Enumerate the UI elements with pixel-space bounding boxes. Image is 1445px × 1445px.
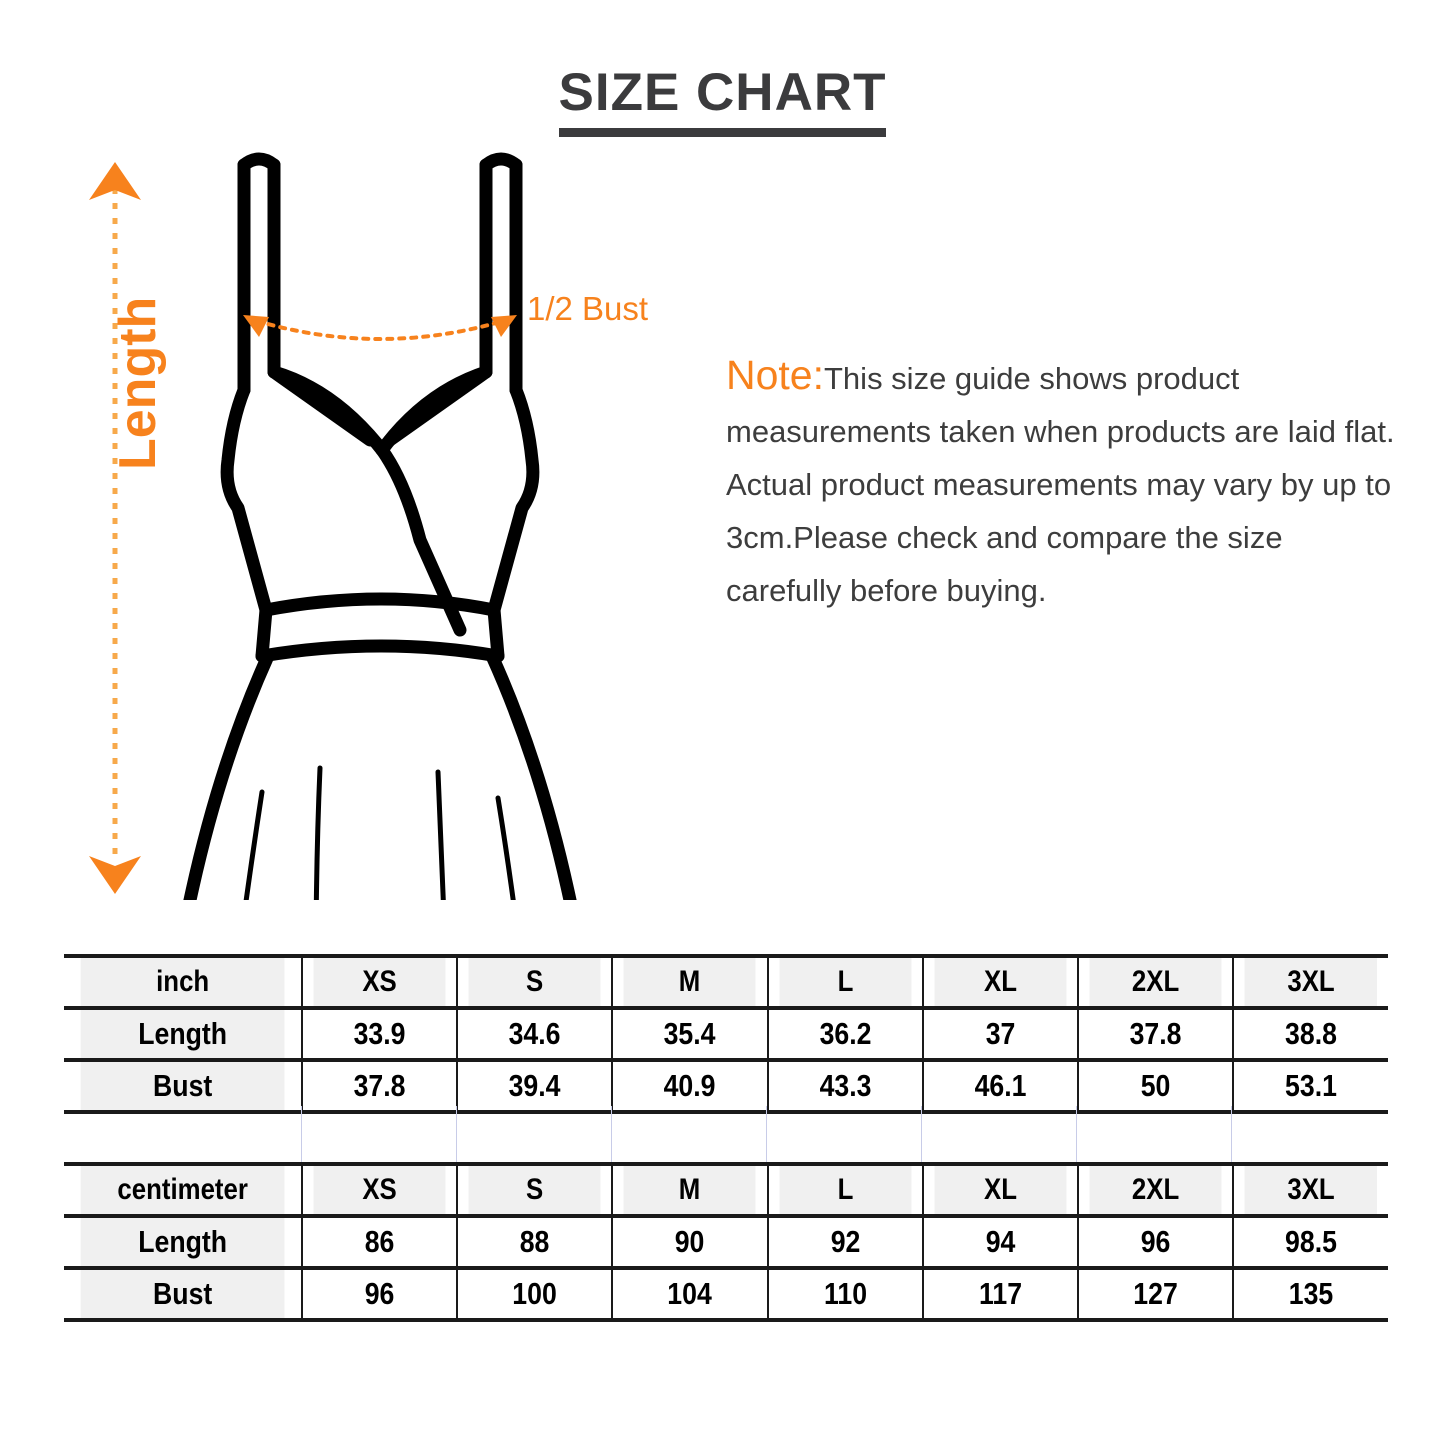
cell-cm-bust-l: 110 <box>777 1266 913 1322</box>
cell-inch-length-3xl: 38.8 <box>1242 1006 1378 1062</box>
row-label-bust: Bust <box>80 1266 287 1322</box>
note-body-text: This size guide shows product measuremen… <box>726 361 1395 608</box>
cell-inch-length-xs: 33.9 <box>312 1006 448 1062</box>
spacer-cell <box>922 1106 1077 1162</box>
table-row: Length 33.9 34.6 35.4 36.2 37 37.8 38.8 <box>64 1006 1388 1062</box>
table-header-row: centimeter XS S M L XL 2XL 3XL <box>64 1162 1388 1218</box>
size-header-m: M <box>622 1162 758 1218</box>
cell-inch-length-s: 34.6 <box>467 1006 603 1062</box>
size-header-s: S <box>467 1162 603 1218</box>
cell-cm-length-xs: 86 <box>312 1214 448 1270</box>
size-header-2xl: 2XL <box>1087 954 1223 1010</box>
cell-inch-bust-l: 43.3 <box>777 1058 913 1114</box>
unit-label-inch: inch <box>80 954 287 1010</box>
spacer-cell <box>767 1106 922 1162</box>
cell-inch-bust-m: 40.9 <box>622 1058 758 1114</box>
cell-cm-bust-3xl: 135 <box>1242 1266 1378 1322</box>
table-header-row: inch XS S M L XL 2XL 3XL <box>64 954 1388 1010</box>
note-paragraph: Note:This size guide shows product measu… <box>726 349 1396 617</box>
cell-cm-bust-s: 100 <box>467 1266 603 1322</box>
cell-cm-length-xl: 94 <box>932 1214 1068 1270</box>
size-table-inch: inch XS S M L XL 2XL 3XL Length 33.9 34.… <box>64 954 1388 1114</box>
size-header-2xl: 2XL <box>1087 1162 1223 1218</box>
cell-inch-bust-3xl: 53.1 <box>1242 1058 1378 1114</box>
cell-cm-length-3xl: 98.5 <box>1242 1214 1378 1270</box>
size-header-3xl: 3XL <box>1242 1162 1378 1218</box>
spacer-cell <box>64 1106 302 1162</box>
length-arrow-icon <box>89 162 141 894</box>
size-header-xs: XS <box>312 1162 448 1218</box>
cell-cm-length-l: 92 <box>777 1214 913 1270</box>
size-header-l: L <box>777 954 913 1010</box>
size-header-xl: XL <box>932 1162 1068 1218</box>
size-header-s: S <box>467 954 603 1010</box>
cell-cm-bust-xl: 117 <box>932 1266 1068 1322</box>
spacer-cell <box>1232 1106 1387 1162</box>
spacer-cell <box>457 1106 612 1162</box>
page-title: SIZE CHART <box>558 63 887 122</box>
size-header-l: L <box>777 1162 913 1218</box>
size-header-m: M <box>622 954 758 1010</box>
row-label-length: Length <box>80 1006 287 1062</box>
cell-cm-bust-xs: 96 <box>312 1266 448 1322</box>
table-spacer <box>64 1106 1388 1162</box>
cell-inch-bust-2xl: 50 <box>1087 1058 1223 1114</box>
title-underline <box>559 128 886 137</box>
table-row: Length 86 88 90 92 94 96 98.5 <box>64 1214 1388 1270</box>
cell-cm-length-s: 88 <box>467 1214 603 1270</box>
size-table-centimeter: centimeter XS S M L XL 2XL 3XL Length 86… <box>64 1162 1388 1322</box>
bust-label: 1/2 Bust <box>527 290 649 327</box>
unit-label-centimeter: centimeter <box>80 1162 287 1218</box>
cell-cm-length-m: 90 <box>622 1214 758 1270</box>
size-header-xs: XS <box>312 954 448 1010</box>
bust-arrow-icon <box>243 315 517 341</box>
dress-line-art <box>183 152 577 900</box>
note-prefix-label: Note: <box>726 352 824 398</box>
cell-inch-length-m: 35.4 <box>622 1006 758 1062</box>
size-header-3xl: 3XL <box>1242 954 1378 1010</box>
cell-inch-bust-s: 39.4 <box>467 1058 603 1114</box>
cell-inch-length-2xl: 37.8 <box>1087 1006 1223 1062</box>
row-label-bust: Bust <box>80 1058 287 1114</box>
size-header-xl: XL <box>932 954 1068 1010</box>
spacer-cell <box>612 1106 767 1162</box>
dress-illustration: Length <box>60 140 700 920</box>
table-row: Bust 96 100 104 110 117 127 135 <box>64 1266 1388 1322</box>
row-label-length: Length <box>80 1214 287 1270</box>
note-block: Note:This size guide shows product measu… <box>726 318 1396 648</box>
cell-inch-bust-xs: 37.8 <box>312 1058 448 1114</box>
cell-cm-bust-2xl: 127 <box>1087 1266 1223 1322</box>
spacer-cell <box>1077 1106 1232 1162</box>
title-block: SIZE CHART <box>0 66 1445 137</box>
table-row: Bust 37.8 39.4 40.9 43.3 46.1 50 53.1 <box>64 1058 1388 1114</box>
cell-cm-length-2xl: 96 <box>1087 1214 1223 1270</box>
cell-inch-length-l: 36.2 <box>777 1006 913 1062</box>
cell-inch-bust-xl: 46.1 <box>932 1058 1068 1114</box>
cell-inch-length-xl: 37 <box>932 1006 1068 1062</box>
spacer-cell <box>302 1106 457 1162</box>
cell-cm-bust-m: 104 <box>622 1266 758 1322</box>
